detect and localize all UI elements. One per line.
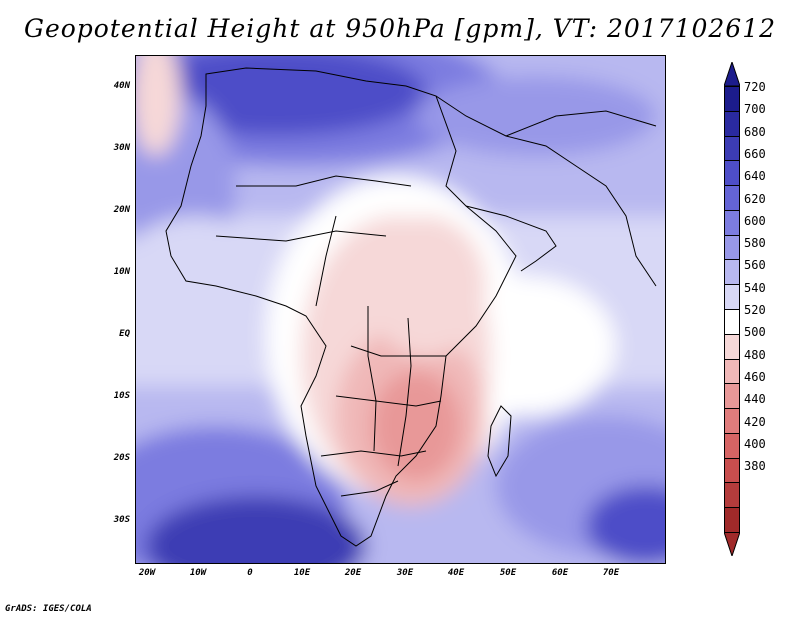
lon-label-60e: 60E: [551, 568, 569, 578]
colorbar-level-label: 680: [744, 124, 766, 139]
colorbar-swatch: [724, 507, 740, 533]
lon-label-70e: 70E: [602, 568, 620, 578]
lat-label-30n: 30N: [113, 143, 130, 153]
lat-label-10s: 10S: [113, 391, 130, 401]
lon-label-40e: 40E: [447, 568, 465, 578]
colorbar-top-arrow: [724, 62, 740, 87]
colorbar-swatch: [724, 234, 740, 261]
colorbar-level-label: 400: [744, 436, 766, 451]
grads-credit: GrADS: IGES/COLA: [5, 604, 92, 614]
colorbar-level-label: 380: [744, 459, 766, 474]
colorbar-swatch: [724, 135, 740, 162]
colorbar-level-label: 440: [744, 392, 766, 407]
lat-label-20n: 20N: [113, 205, 130, 215]
colorbar-swatch: [724, 110, 740, 137]
colorbar-swatch: [724, 432, 740, 459]
colorbar-level-label: 480: [744, 347, 766, 362]
colorbar-level-label: 420: [744, 414, 766, 429]
height-field: [136, 56, 665, 563]
colorbar-level-label: 660: [744, 146, 766, 161]
colorbar-level-label: 580: [744, 236, 766, 251]
lon-label-20e: 20E: [344, 568, 362, 578]
colorbar-level-label: 460: [744, 369, 766, 384]
colorbar-level-label: 720: [744, 80, 766, 94]
lat-label-20s: 20S: [113, 453, 130, 463]
colorbar-level-label: 520: [744, 303, 766, 317]
lat-label-40n: 40N: [113, 81, 130, 91]
coastlines-and-borders: [165, 67, 657, 547]
lat-label-10n: 10N: [113, 267, 130, 277]
lat-label-eq: EQ: [119, 329, 130, 339]
colorbar-swatch: [724, 457, 740, 484]
map-plot-area: [135, 55, 666, 564]
colorbar-swatch: [724, 160, 740, 187]
colorbar-bottom-arrow: [724, 531, 740, 556]
lon-label-50e: 50E: [499, 568, 517, 578]
colorbar-swatch: [724, 259, 740, 286]
lon-label-10e: 10E: [293, 568, 311, 578]
colorbar-swatch: [724, 185, 740, 211]
colorbar-level-label: 560: [744, 258, 766, 273]
lon-label-20w: 20W: [138, 568, 156, 578]
lon-label-10w: 10W: [189, 568, 207, 578]
colorbar-level-label: 600: [744, 213, 766, 228]
lon-label-0: 0: [247, 568, 253, 578]
colorbar-level-label: 500: [744, 325, 766, 340]
colorbar-level-label: 540: [744, 280, 766, 295]
map-title: Geopotential Height at 950hPa [gpm], VT:…: [23, 14, 777, 43]
colorbar-swatch: [724, 482, 740, 509]
colorbar-swatch: [724, 284, 740, 310]
colorbar-swatch: [724, 309, 740, 335]
colorbar-level-label: 640: [744, 169, 766, 184]
colorbar-swatch: [724, 383, 740, 410]
colorbar-level-label: 700: [744, 102, 766, 117]
colorbar-swatch: [724, 209, 740, 236]
lon-label-30e: 30E: [396, 568, 414, 578]
colorbar-level-label: 620: [744, 191, 766, 206]
colorbar-swatch: [724, 86, 740, 112]
colorbar-swatch: [724, 358, 740, 385]
lat-label-30s: 30S: [113, 515, 130, 525]
colorbar-swatch: [724, 333, 740, 360]
colorbar-swatch: [724, 408, 740, 434]
geopotential-map: [136, 56, 665, 563]
